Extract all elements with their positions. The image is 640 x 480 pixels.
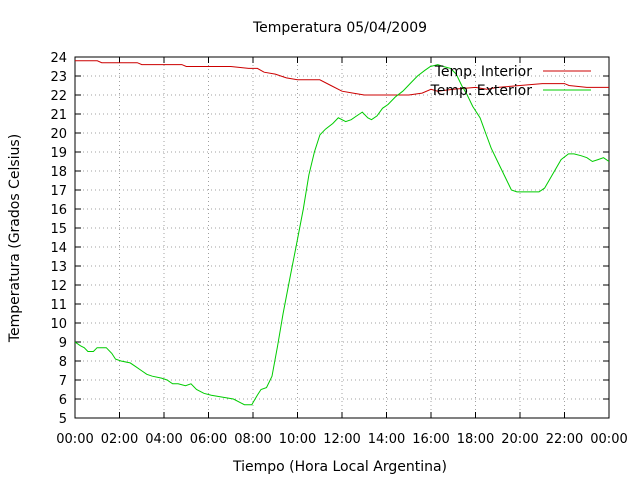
y-tick-label: 22 (50, 89, 67, 104)
y-tick-label: 8 (59, 355, 67, 370)
y-tick-label: 7 (59, 374, 67, 389)
data-series (75, 60, 609, 406)
y-tick-label: 17 (50, 184, 67, 199)
x-tick-label: 20:00 (501, 432, 538, 447)
legend: Temp. Interior Temp. Exterior (430, 64, 591, 99)
y-tick-label: 5 (59, 412, 67, 427)
x-tick-label: 00:00 (590, 432, 627, 447)
y-tick-label: 14 (50, 241, 67, 256)
plot-border (74, 56, 610, 419)
x-tick-label: 04:00 (145, 432, 182, 447)
y-tick-label: 21 (50, 108, 67, 123)
x-tick-label: 12:00 (323, 432, 360, 447)
x-tick-label: 00:00 (56, 432, 93, 447)
x-axis-title: Tiempo (Hora Local Argentina) (232, 459, 447, 475)
x-tick-label: 22:00 (546, 432, 583, 447)
y-tick-label: 15 (50, 222, 67, 237)
y-tick-label: 13 (50, 260, 67, 275)
y-tick-label: 16 (50, 203, 67, 218)
x-tick-label: 14:00 (368, 432, 405, 447)
legend-label: Temp. Interior (434, 64, 533, 80)
y-tick-label: 6 (59, 393, 67, 408)
y-axis-title: Temperatura (Grados Celsius) (7, 134, 23, 343)
chart-title: Temperatura 05/04/2009 (252, 20, 427, 36)
series-line-temp-exterior (75, 64, 609, 406)
legend-label: Temp. Exterior (430, 83, 533, 99)
y-tick-label: 19 (50, 146, 67, 161)
series-line-temp-interior (75, 60, 609, 96)
y-tick-label: 23 (50, 70, 67, 85)
gridlines (75, 57, 609, 418)
x-tick-label: 18:00 (457, 432, 494, 447)
y-tick-label: 20 (50, 127, 67, 142)
y-tick-label: 11 (50, 298, 67, 313)
x-tick-label: 02:00 (101, 432, 138, 447)
y-tick-label: 12 (50, 279, 67, 294)
x-tick-label: 16:00 (412, 432, 449, 447)
y-tick-label: 18 (50, 165, 67, 180)
x-tick-label: 08:00 (234, 432, 271, 447)
y-tick-label: 9 (59, 336, 67, 351)
axes: 5 6 7 8 9 10 11 12 13 14 15 16 17 18 19 20 21 22 23 24 00:00… (50, 51, 627, 447)
y-tick-label: 24 (50, 51, 67, 66)
y-tick-label: 10 (50, 317, 67, 332)
x-tick-label: 10:00 (279, 432, 316, 447)
x-tick-label: 06:00 (190, 432, 227, 447)
